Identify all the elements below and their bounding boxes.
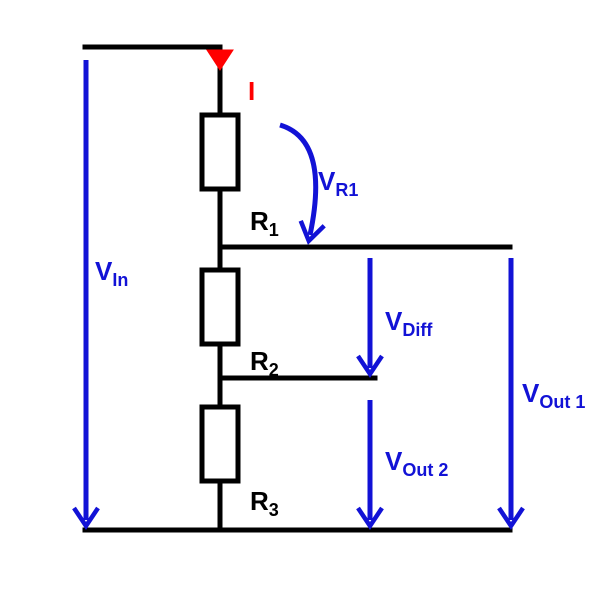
resistor-r3 bbox=[202, 407, 238, 481]
label-vin: VIn bbox=[95, 256, 128, 290]
current-marker-icon bbox=[207, 50, 233, 70]
label-vr1: VR1 bbox=[318, 166, 358, 200]
label-r2: R2 bbox=[250, 346, 279, 380]
label-r1: R1 bbox=[250, 206, 279, 240]
label-i: I bbox=[248, 76, 255, 106]
label-vout1: VOut 1 bbox=[522, 378, 585, 412]
label-vout2: VOut 2 bbox=[385, 446, 448, 480]
resistor-r2 bbox=[202, 270, 238, 344]
arrow-vr1 bbox=[280, 125, 316, 235]
label-vdiff: VDiff bbox=[385, 306, 433, 340]
resistor-r1 bbox=[202, 115, 238, 189]
label-r3: R3 bbox=[250, 486, 279, 520]
